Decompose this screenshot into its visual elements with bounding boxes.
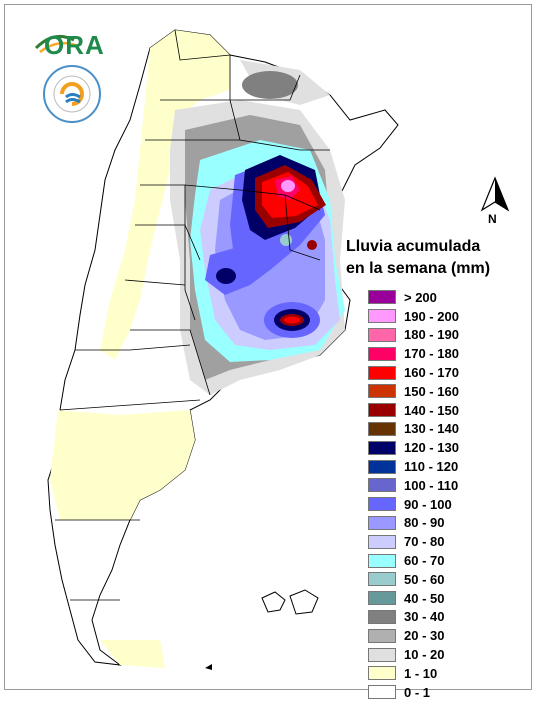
legend-swatch — [368, 628, 396, 643]
legend-item: 120 - 130 — [368, 438, 459, 457]
north-label: N — [488, 212, 497, 226]
malvinas-islands — [261, 589, 319, 615]
legend: > 200 190 - 200 180 - 190 170 - 180 160 - 17… — [368, 288, 459, 702]
legend-title-line1: Lluvia acumulada — [346, 238, 481, 255]
legend-item: > 200 — [368, 288, 459, 307]
legend-item: 130 - 140 — [368, 420, 459, 439]
legend-swatch — [368, 478, 396, 493]
legend-item: 60 - 70 — [368, 551, 459, 570]
legend-item: 190 - 200 — [368, 307, 459, 326]
legend-label: 190 - 200 — [404, 308, 459, 324]
legend-swatch — [368, 685, 396, 700]
legend-label: 70 - 80 — [404, 534, 445, 550]
legend-item: 150 - 160 — [368, 382, 459, 401]
legend-label: 20 - 30 — [404, 628, 445, 644]
legend-swatch — [368, 346, 396, 361]
legend-item: 170 - 180 — [368, 344, 459, 363]
legend-label: 110 - 120 — [404, 459, 459, 475]
zone-120-130 — [216, 268, 236, 284]
legend-swatch — [368, 290, 396, 305]
legend-label: 40 - 50 — [404, 590, 445, 606]
legend-swatch — [368, 591, 396, 606]
legend-swatch — [368, 440, 396, 455]
legend-label: 100 - 110 — [404, 477, 459, 493]
legend-item: 40 - 50 — [368, 589, 459, 608]
legend-label: 90 - 100 — [404, 496, 452, 512]
legend-item: 10 - 20 — [368, 645, 459, 664]
legend-swatch — [368, 497, 396, 512]
zone-50-60 — [280, 234, 292, 246]
legend-item: 0 - 1 — [368, 683, 459, 702]
ora-logo — [34, 34, 79, 53]
legend-swatch — [368, 403, 396, 418]
legend-swatch — [368, 365, 396, 380]
legend-title: Lluvia acumulada en la semana (mm) — [346, 236, 490, 280]
north-arrow-icon — [480, 176, 510, 212]
legend-label: 60 - 70 — [404, 553, 445, 569]
legend-swatch — [368, 553, 396, 568]
legend-label: 0 - 1 — [404, 684, 431, 700]
legend-title-line2: en la semana (mm) — [346, 260, 491, 277]
legend-swatch — [368, 609, 396, 624]
smn-seal-icon — [43, 65, 101, 123]
legend-swatch — [368, 534, 396, 549]
zone-1-10 — [50, 410, 195, 520]
legend-label: 80 - 90 — [404, 515, 445, 531]
small-island — [205, 664, 212, 670]
legend-item: 20 - 30 — [368, 626, 459, 645]
legend-item: 70 - 80 — [368, 532, 459, 551]
zone-30-40 — [242, 71, 298, 99]
legend-swatch — [368, 327, 396, 342]
legend-label: 1 - 10 — [404, 665, 438, 681]
legend-swatch — [368, 666, 396, 681]
legend-label: 120 - 130 — [404, 440, 459, 456]
legend-label: 50 - 60 — [404, 571, 445, 587]
legend-swatch — [368, 459, 396, 474]
legend-swatch — [368, 384, 396, 399]
legend-label: > 200 — [404, 289, 437, 305]
legend-item: 100 - 110 — [368, 476, 459, 495]
legend-label: 140 - 150 — [404, 402, 459, 418]
legend-swatch — [368, 572, 396, 587]
legend-swatch — [368, 515, 396, 530]
legend-label: 130 - 140 — [404, 421, 459, 437]
legend-item: 140 - 150 — [368, 401, 459, 420]
legend-swatch — [368, 421, 396, 436]
legend-item: 1 - 10 — [368, 664, 459, 683]
legend-label: 170 - 180 — [404, 346, 459, 362]
legend-item: 30 - 40 — [368, 608, 459, 627]
zone-190-200 — [281, 180, 295, 192]
legend-item: 180 - 190 — [368, 326, 459, 345]
legend-item: 110 - 120 — [368, 457, 459, 476]
legend-label: 30 - 40 — [404, 609, 445, 625]
legend-label: 10 - 20 — [404, 647, 445, 663]
province-borders — [55, 29, 330, 601]
legend-item: 50 - 60 — [368, 570, 459, 589]
zone-1-10 — [100, 30, 230, 360]
legend-item: 160 - 170 — [368, 363, 459, 382]
ora-logo-text: ORA — [44, 30, 105, 60]
zone-1-10 — [100, 640, 165, 668]
legend-swatch — [368, 309, 396, 324]
zone-160-170 — [284, 316, 300, 324]
legend-item: 80 - 90 — [368, 514, 459, 533]
legend-label: 160 - 170 — [404, 365, 459, 381]
legend-swatch — [368, 647, 396, 662]
legend-label: 150 - 160 — [404, 383, 459, 399]
legend-label: 180 - 190 — [404, 327, 459, 343]
zone-140-150 — [307, 240, 317, 250]
legend-item: 90 - 100 — [368, 495, 459, 514]
